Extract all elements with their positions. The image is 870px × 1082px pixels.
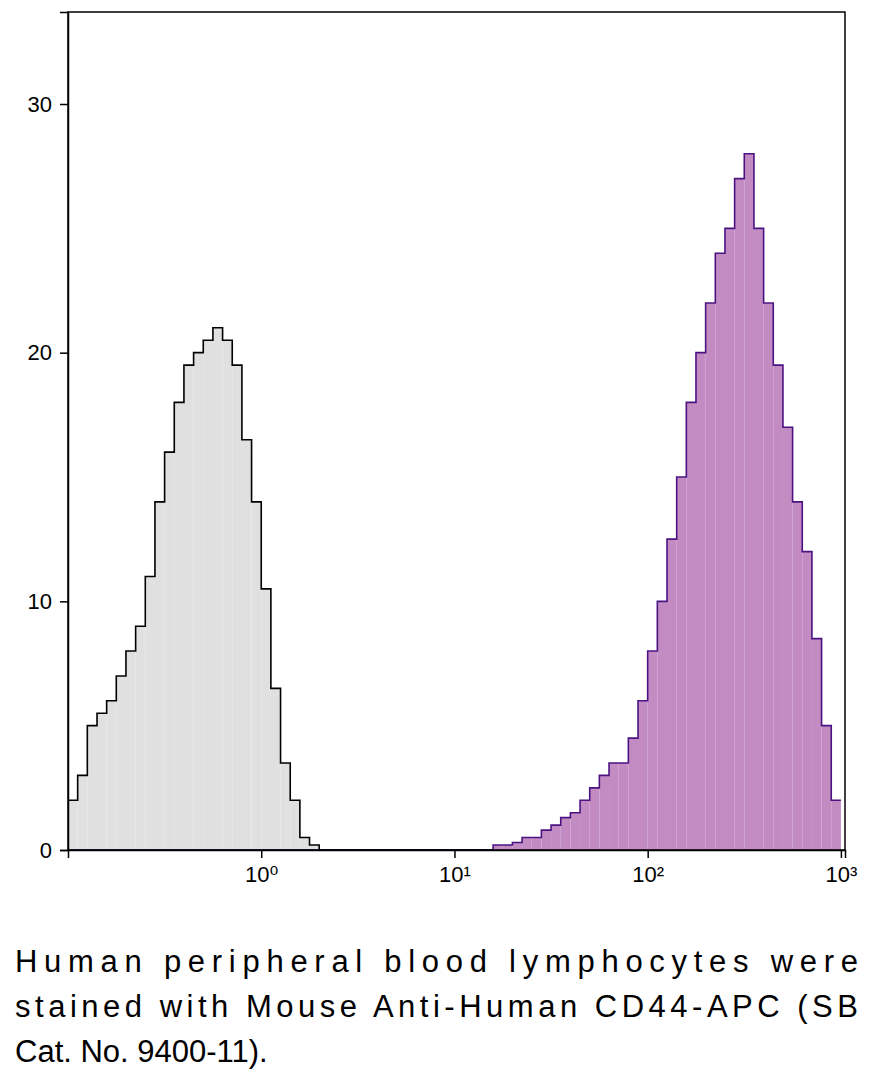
x-tick-label: 10² xyxy=(632,862,664,887)
histogram-bar xyxy=(648,651,658,850)
x-tick: 10⁰ xyxy=(245,850,278,887)
histogram-bar xyxy=(194,353,204,850)
histogram-bar xyxy=(136,626,146,850)
x-tick-mark xyxy=(647,850,649,858)
histogram-bar xyxy=(532,838,542,850)
histogram-bar xyxy=(609,763,619,850)
histogram-bar xyxy=(213,328,223,850)
x-tick-mark xyxy=(841,850,843,858)
histogram-bar xyxy=(793,502,803,850)
y-tick-mark xyxy=(60,601,68,603)
histogram-bar xyxy=(541,830,551,850)
caption-line: Cat. No. 9400-11). xyxy=(15,1034,268,1069)
histogram-bar xyxy=(638,701,648,850)
histogram-bar xyxy=(281,763,291,850)
x-tick-label: 10⁰ xyxy=(245,862,278,887)
histogram-bar xyxy=(97,713,107,850)
histogram-series xyxy=(68,154,841,850)
histogram-bar xyxy=(812,639,822,850)
y-tick-mark xyxy=(60,104,68,106)
histogram-bar xyxy=(145,576,155,850)
histogram-bar xyxy=(290,800,300,850)
histogram-bar xyxy=(155,502,165,850)
histogram-bar xyxy=(619,763,629,850)
x-tick: 10² xyxy=(632,850,664,887)
histogram-bar xyxy=(764,303,774,850)
x-tick: 10³ xyxy=(826,850,858,887)
histogram-bar xyxy=(561,818,571,850)
histogram-bar xyxy=(512,843,522,850)
caption-line: Human peripheral blood lymphocytes were xyxy=(15,944,858,979)
histogram-bar xyxy=(184,365,194,850)
chart: 10⁰ 10¹ 10² 10³ 0 10 20 30 Human peripheral bloo… xyxy=(0,0,870,1082)
x-tick-label: 10³ xyxy=(826,862,858,887)
y-tick: 10 xyxy=(28,589,68,614)
histogram-bar xyxy=(203,340,213,850)
histogram-bar xyxy=(87,726,97,850)
histogram-bar xyxy=(822,726,832,850)
histogram-bar xyxy=(599,775,609,850)
histogram-bar xyxy=(78,775,88,850)
histogram-bar xyxy=(116,676,126,850)
y-tick: 30 xyxy=(28,92,68,117)
histogram-bar xyxy=(580,800,590,850)
y-tick: 20 xyxy=(28,340,68,365)
histogram-bar xyxy=(174,402,184,850)
histogram-bar xyxy=(242,440,252,850)
histogram-bar xyxy=(271,688,281,850)
y-tick-label: 10 xyxy=(28,589,52,614)
caption-line: stained with Mouse Anti-Human CD44-APC (… xyxy=(15,989,858,1024)
histogram-bar xyxy=(657,601,667,850)
y-tick-mark xyxy=(60,352,68,354)
histogram-bar xyxy=(252,502,262,850)
histogram-bar xyxy=(754,228,764,850)
y-tick-label: 0 xyxy=(40,838,52,863)
histogram-bar xyxy=(696,353,706,850)
histogram-bar xyxy=(261,589,271,850)
y-tick-label: 20 xyxy=(28,340,52,365)
histogram-bar xyxy=(126,651,136,850)
histogram-bar xyxy=(68,800,78,850)
x-axis: 10⁰ 10¹ 10² 10³ xyxy=(69,850,858,887)
histogram-bar xyxy=(232,365,242,850)
x-tick-mark xyxy=(454,850,456,858)
x-tick-mark xyxy=(261,850,263,858)
histogram-bar xyxy=(725,228,735,850)
x-axis-line xyxy=(69,851,846,859)
y-tick: 0 xyxy=(40,838,68,863)
histogram-bar xyxy=(551,825,561,850)
x-tick: 10¹ xyxy=(439,850,471,887)
plot-area xyxy=(68,154,841,850)
histogram-bar xyxy=(667,539,677,850)
histogram-bar xyxy=(783,427,793,850)
histogram-bar xyxy=(300,838,310,850)
x-tick-label: 10¹ xyxy=(439,862,471,887)
y-tick-mark xyxy=(60,850,68,852)
histogram-bar xyxy=(570,813,580,850)
y-axis-line xyxy=(60,13,69,851)
histogram-bar xyxy=(686,402,696,850)
histogram-bar xyxy=(107,701,117,850)
histogram-bar xyxy=(773,365,783,850)
histogram-bar xyxy=(706,303,716,850)
plot-frame xyxy=(68,12,845,850)
y-tick-label: 30 xyxy=(28,92,52,117)
y-axis: 0 10 20 30 xyxy=(28,13,69,863)
histogram-bar xyxy=(715,253,725,850)
histogram-bar xyxy=(677,477,687,850)
histogram-bar xyxy=(522,838,532,850)
histogram-bar xyxy=(590,788,600,850)
histogram-bar xyxy=(223,340,233,850)
histogram-bar xyxy=(628,738,638,850)
histogram-bar xyxy=(744,154,754,850)
histogram-bar xyxy=(735,179,745,850)
histogram-bar xyxy=(831,800,841,850)
histogram-bar xyxy=(802,552,812,850)
histogram-outline xyxy=(68,154,841,850)
histogram-bar xyxy=(165,452,175,850)
